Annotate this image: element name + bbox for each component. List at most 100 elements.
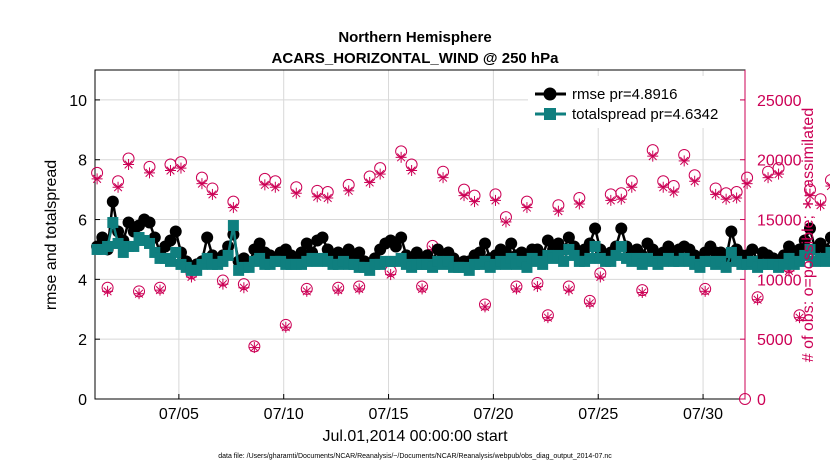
assimilated-obs-point xyxy=(573,198,585,210)
assimilated-obs-point xyxy=(280,321,292,333)
totalspread-point xyxy=(804,243,816,255)
rmse-point xyxy=(143,216,156,229)
y-right-tick-label: 20000 xyxy=(757,153,802,170)
assimilated-obs-point xyxy=(773,168,785,180)
rmse-point xyxy=(505,237,518,250)
assimilated-obs-point xyxy=(406,164,418,176)
assimilated-obs-point xyxy=(102,285,114,297)
x-tick-label: 07/20 xyxy=(473,406,513,423)
assimilated-obs-point xyxy=(647,150,659,162)
totalspread-point xyxy=(715,255,727,267)
totalspread-point xyxy=(799,249,811,261)
y-right-tick-label: 0 xyxy=(757,392,766,409)
assimilated-obs-point xyxy=(615,193,627,205)
totalspread-point xyxy=(222,249,234,261)
totalspread-point xyxy=(636,258,648,270)
rmse-point xyxy=(342,243,355,256)
rmse-point xyxy=(746,243,759,256)
y-left-tick-label: 4 xyxy=(78,272,87,289)
totalspread-point xyxy=(568,249,580,261)
assimilated-obs-point xyxy=(374,168,386,180)
totalspread-point xyxy=(227,220,239,232)
rmse-point xyxy=(589,222,602,235)
rmse-point xyxy=(106,195,119,208)
assimilated-obs-point xyxy=(605,194,617,206)
assimilated-obs-point xyxy=(699,285,711,297)
rmse-point xyxy=(615,222,628,235)
assimilated-obs-point xyxy=(710,188,722,200)
assimilated-obs-point xyxy=(825,181,830,191)
totalspread-point xyxy=(746,255,758,267)
totalspread-point xyxy=(552,249,564,261)
rmse-point xyxy=(804,222,816,235)
assimilated-obs-point xyxy=(668,186,680,198)
y-left-tick-label: 8 xyxy=(78,153,87,170)
x-tick-label: 07/30 xyxy=(683,406,723,423)
assimilated-obs-point xyxy=(458,190,470,202)
x-tick-label: 07/05 xyxy=(159,406,199,423)
assimilated-obs-point xyxy=(290,187,302,199)
data-file-footer: data file: /Users/gharamti/Documents/NCA… xyxy=(218,453,612,460)
y-right-tick-label: 25000 xyxy=(757,93,802,110)
totalspread-point xyxy=(395,252,407,264)
rmse-point xyxy=(725,225,738,238)
assimilated-obs-point xyxy=(552,205,564,217)
rmse-point xyxy=(389,240,402,253)
assimilated-obs-point xyxy=(123,159,135,171)
assimilated-obs-point xyxy=(269,181,281,193)
totalspread-point xyxy=(783,252,795,264)
assimilated-obs-point xyxy=(238,282,250,294)
x-axis-label: Jul.01,2014 00:00:00 start xyxy=(322,428,508,445)
totalspread-point xyxy=(794,255,806,267)
totalspread-point xyxy=(164,255,176,267)
assimilated-obs-point xyxy=(259,179,271,191)
assimilated-obs-point xyxy=(311,191,323,203)
assimilated-obs-point xyxy=(248,342,260,354)
rmse-point xyxy=(164,234,177,247)
totalspread-point xyxy=(584,252,596,264)
y-left-tick-label: 0 xyxy=(78,392,87,409)
rmse-point xyxy=(479,237,491,250)
rmse-point xyxy=(562,231,575,244)
y-right-tick-label: 5000 xyxy=(757,332,793,349)
rmse-point xyxy=(798,234,811,247)
assimilated-obs-point xyxy=(416,283,428,295)
assimilated-obs-point xyxy=(814,199,826,211)
totalspread-point xyxy=(521,261,533,273)
totalspread-point xyxy=(254,252,266,264)
rmse-point xyxy=(316,231,329,244)
totalspread-point xyxy=(820,255,830,267)
assimilated-obs-point xyxy=(469,196,481,208)
assimilated-obs-point xyxy=(133,288,145,300)
assimilated-obs-point xyxy=(741,178,753,190)
totalspread-point xyxy=(112,237,124,249)
legend-totalspread-label: totalspread pr=4.6342 xyxy=(572,106,718,123)
assimilated-obs-point xyxy=(636,287,648,299)
totalspread-point xyxy=(631,252,643,264)
chart-title-line-2: ACARS_HORIZONTAL_WIND @ 250 hPa xyxy=(272,50,560,67)
assimilated-obs-point xyxy=(343,185,355,197)
possible-obs-point xyxy=(824,174,830,186)
totalspread-point xyxy=(505,252,517,264)
y-right-tick-label: 15000 xyxy=(757,213,802,230)
assimilated-obs-point xyxy=(542,312,554,324)
y-axis-label-right: # of obs: o=possible; ∗=assimilated xyxy=(800,108,817,362)
assimilated-obs-point xyxy=(762,172,774,184)
totalspread-point xyxy=(615,240,627,252)
totalspread-point xyxy=(243,261,255,273)
totalspread-point xyxy=(117,246,129,258)
totalspread-point xyxy=(725,246,737,258)
assimilated-obs-point xyxy=(678,155,690,167)
rmse-point xyxy=(473,246,486,259)
totalspread-point xyxy=(364,264,376,276)
y-left-tick-label: 6 xyxy=(78,213,87,230)
assimilated-obs-point xyxy=(794,312,806,324)
totalspread-point xyxy=(149,246,161,258)
assimilated-obs-point xyxy=(144,167,156,179)
totalspread-point xyxy=(778,258,790,270)
assimilated-obs-point xyxy=(206,188,218,200)
assimilated-obs-point xyxy=(175,162,187,174)
totalspread-point xyxy=(201,252,213,264)
rmse-point xyxy=(662,240,675,253)
